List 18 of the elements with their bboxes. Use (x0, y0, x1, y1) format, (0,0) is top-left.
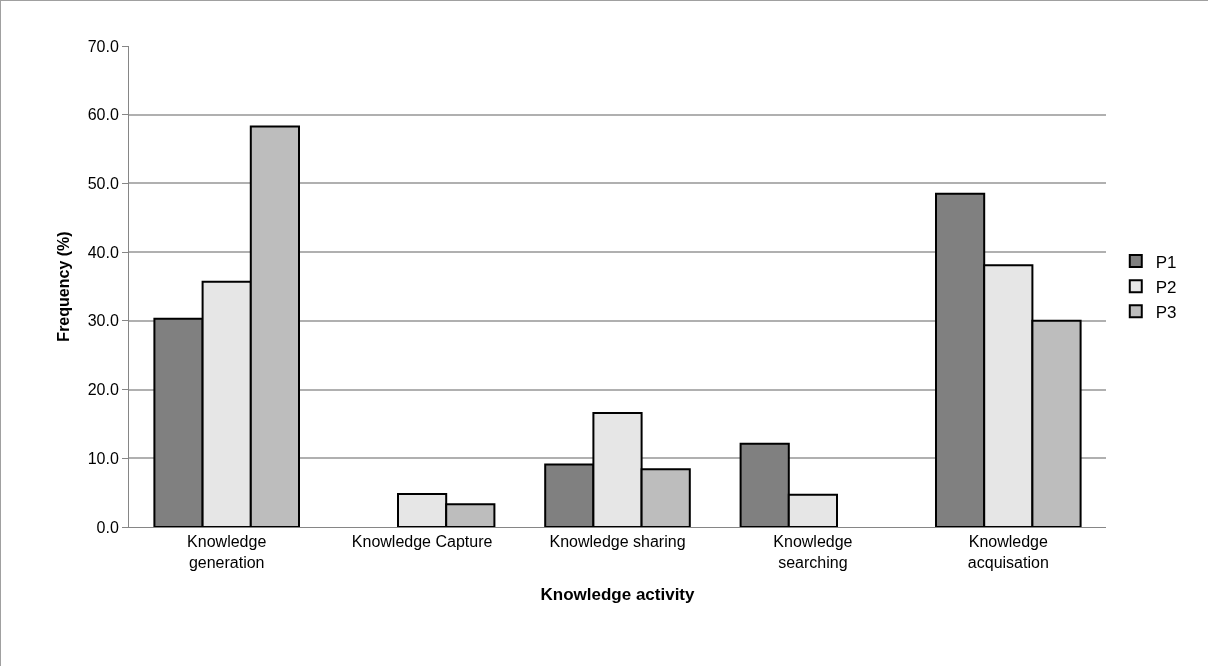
y-tick-label: 70.0 (87, 37, 119, 55)
y-tick-label: 30.0 (87, 312, 119, 330)
y-tick-label: 50.0 (87, 175, 119, 193)
y-tick-label: 60.0 (87, 106, 119, 124)
y-axis-title: Frequency (%) (54, 231, 72, 342)
x-tick-label: Knowledge sharing (549, 533, 686, 551)
x-tick-label: Knowledge searching (773, 533, 853, 571)
x-tick-label: Knowledge generation (187, 533, 267, 571)
y-tick-label: 40.0 (87, 243, 119, 261)
y-tick-label: 0.0 (96, 518, 119, 536)
x-tick-label: Knowledge acquisation (967, 533, 1049, 571)
x-axis-title: Knowledge activity (540, 585, 696, 605)
x-tick-label: Knowledge Capture (351, 533, 493, 551)
legend-label: P2 (1155, 277, 1177, 297)
legend-label: P1 (1155, 252, 1177, 272)
y-tick-label: 20.0 (87, 381, 119, 399)
legend-label: P3 (1155, 302, 1177, 322)
y-tick-label: 10.0 (87, 449, 119, 467)
